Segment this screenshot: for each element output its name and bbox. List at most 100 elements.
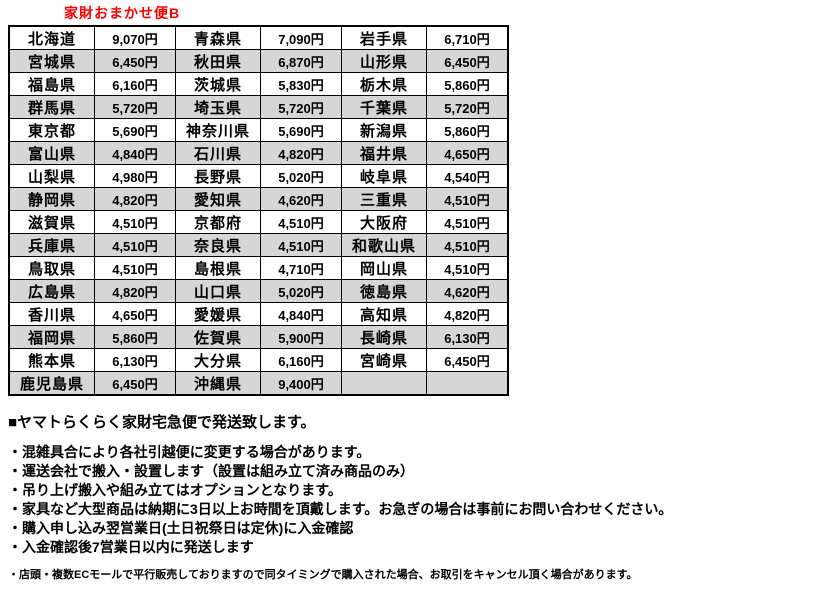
table-row: 福島県 6,160円 茨城県 5,830円 栃木県 5,860円	[8, 72, 509, 96]
note-item: ・入金確認後7営業日以内に発送します	[8, 539, 254, 555]
price-cell: 9,400円	[260, 371, 342, 396]
table-row: 鳥取県 4,510円 島根県 4,710円 岡山県 4,510円	[8, 256, 509, 280]
price-cell: 4,510円	[426, 210, 509, 234]
prefecture-cell: 青森県	[175, 25, 261, 50]
note-item: ・吊り上げ搬入や組み立てはオプションとなります。	[8, 482, 342, 498]
prefecture-cell: 静岡県	[8, 187, 95, 211]
price-cell: 5,020円	[260, 279, 342, 303]
price-cell: 5,690円	[260, 118, 342, 142]
prefecture-cell: 沖縄県	[175, 371, 261, 396]
prefecture-cell: 香川県	[8, 302, 95, 326]
prefecture-cell: 秋田県	[175, 49, 261, 73]
price-cell: 5,720円	[426, 95, 509, 119]
note-item: ・混雑具合により各社引越便に変更する場合があります。	[8, 444, 371, 460]
prefecture-cell: 新潟県	[341, 118, 427, 142]
price-cell: 5,860円	[426, 72, 509, 96]
price-cell: 5,830円	[260, 72, 342, 96]
price-cell: 6,130円	[426, 325, 509, 349]
prefecture-cell: 群馬県	[8, 95, 95, 119]
prefecture-cell: 大分県	[175, 348, 261, 372]
price-cell: 4,650円	[94, 302, 176, 326]
prefecture-cell: 滋賀県	[8, 210, 95, 234]
prefecture-cell: 山口県	[175, 279, 261, 303]
table-row: 宮城県 6,450円 秋田県 6,870円 山形県 6,450円	[8, 49, 509, 73]
footnote: ・店頭・複数ECモールで平行販売しておりますので同タイミングで購入された場合、お…	[8, 569, 638, 581]
price-cell: 4,540円	[426, 164, 509, 188]
table-row: 広島県 4,820円 山口県 5,020円 徳島県 4,620円	[8, 279, 509, 303]
prefecture-cell: 和歌山県	[341, 233, 427, 257]
price-cell: 6,710円	[426, 25, 509, 50]
prefecture-cell: 長崎県	[341, 325, 427, 349]
price-cell: 6,450円	[94, 371, 176, 396]
prefecture-cell: 広島県	[8, 279, 95, 303]
prefecture-cell: 鳥取県	[8, 256, 95, 280]
note-item: ・家具など大型商品は納期に3日以上お時間を頂戴します。お急ぎの場合は事前にお問い…	[8, 501, 673, 517]
prefecture-cell: 岐阜県	[341, 164, 427, 188]
notes-list: ・混雑具合により各社引越便に変更する場合があります。・運送会社で搬入・設置します…	[8, 443, 816, 557]
price-cell: 6,160円	[260, 348, 342, 372]
prefecture-cell: 長野県	[175, 164, 261, 188]
price-cell: 4,510円	[94, 233, 176, 257]
table-row: 東京都 5,690円 神奈川県 5,690円 新潟県 5,860円	[8, 118, 509, 142]
prefecture-cell: 山形県	[341, 49, 427, 73]
price-cell: 4,620円	[426, 279, 509, 303]
prefecture-cell: 奈良県	[175, 233, 261, 257]
prefecture-cell: 山梨県	[8, 164, 95, 188]
price-cell: 4,820円	[94, 279, 176, 303]
price-cell: 4,510円	[426, 233, 509, 257]
price-cell: 4,510円	[426, 187, 509, 211]
prefecture-cell: 愛媛県	[175, 302, 261, 326]
price-cell: 5,860円	[426, 118, 509, 142]
prefecture-cell: 京都府	[175, 210, 261, 234]
price-cell: 9,070円	[94, 25, 176, 50]
prefecture-cell: 徳島県	[341, 279, 427, 303]
prefecture-cell: 福井県	[341, 141, 427, 165]
prefecture-cell: 福岡県	[8, 325, 95, 349]
note-item: ・運送会社で搬入・設置します（設置は組み立て済み商品のみ）	[8, 463, 414, 479]
notes-section: ■ヤマトらくらく家財宅急便で発送致します。 ・混雑具合により各社引越便に変更する…	[8, 411, 816, 582]
prefecture-cell: 愛知県	[175, 187, 261, 211]
table-title: 家財おまかせ便B	[64, 5, 181, 21]
table-row: 福岡県 5,860円 佐賀県 5,900円 長崎県 6,130円	[8, 325, 509, 349]
price-cell: 4,840円	[94, 141, 176, 165]
price-cell: 5,900円	[260, 325, 342, 349]
price-cell: 5,720円	[94, 95, 176, 119]
prefecture-cell: 岡山県	[341, 256, 427, 280]
table-row: 富山県 4,840円 石川県 4,820円 福井県 4,650円	[8, 141, 509, 165]
price-cell: 4,510円	[426, 256, 509, 280]
prefecture-cell: 宮城県	[8, 49, 95, 73]
prefecture-cell: 大阪府	[341, 210, 427, 234]
prefecture-cell	[341, 371, 427, 396]
prefecture-cell: 富山県	[8, 141, 95, 165]
shipping-fee-table: 北海道 9,070円 青森県 7,090円 岩手県 6,710円 宮城県 6,450円 秋田県 6…	[8, 25, 509, 396]
price-cell: 5,720円	[260, 95, 342, 119]
table-row: 香川県 4,650円 愛媛県 4,840円 高知県 4,820円	[8, 302, 509, 326]
prefecture-cell: 宮崎県	[341, 348, 427, 372]
price-cell: 4,620円	[260, 187, 342, 211]
prefecture-cell: 島根県	[175, 256, 261, 280]
prefecture-cell: 神奈川県	[175, 118, 261, 142]
table-row: 北海道 9,070円 青森県 7,090円 岩手県 6,710円	[8, 25, 509, 50]
table-row: 兵庫県 4,510円 奈良県 4,510円 和歌山県 4,510円	[8, 233, 509, 257]
prefecture-cell: 鹿児島県	[8, 371, 95, 396]
table-row: 熊本県 6,130円 大分県 6,160円 宮崎県 6,450円	[8, 348, 509, 372]
table-row: 静岡県 4,820円 愛知県 4,620円 三重県 4,510円	[8, 187, 509, 211]
price-cell	[426, 371, 509, 396]
table-row: 山梨県 4,980円 長野県 5,020円 岐阜県 4,540円	[8, 164, 509, 188]
prefecture-cell: 熊本県	[8, 348, 95, 372]
note-item: ・購入申し込み翌営業日(土日祝祭日は定休)に入金確認	[8, 520, 354, 536]
table-row: 滋賀県 4,510円 京都府 4,510円 大阪府 4,510円	[8, 210, 509, 234]
prefecture-cell: 岩手県	[341, 25, 427, 50]
prefecture-cell: 高知県	[341, 302, 427, 326]
price-cell: 4,510円	[260, 210, 342, 234]
price-cell: 4,510円	[260, 233, 342, 257]
notes-heading: ■ヤマトらくらく家財宅急便で発送致します。	[8, 414, 316, 431]
prefecture-cell: 石川県	[175, 141, 261, 165]
price-cell: 4,510円	[94, 256, 176, 280]
prefecture-cell: 千葉県	[341, 95, 427, 119]
prefecture-cell: 北海道	[8, 25, 95, 50]
prefecture-cell: 佐賀県	[175, 325, 261, 349]
table-row: 群馬県 5,720円 埼玉県 5,720円 千葉県 5,720円	[8, 95, 509, 119]
prefecture-cell: 茨城県	[175, 72, 261, 96]
price-cell: 4,650円	[426, 141, 509, 165]
